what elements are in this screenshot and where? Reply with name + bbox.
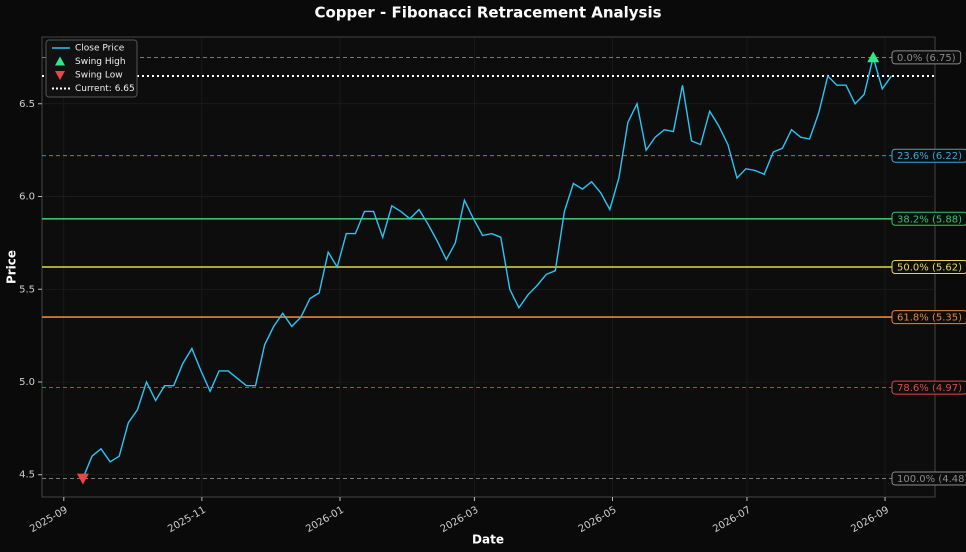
legend: Close Price Swing High Swing Low Current: 6… (45, 39, 138, 98)
swing-low-marker (76, 473, 89, 485)
level-label-box (891, 310, 966, 325)
level-label-box (891, 260, 966, 274)
level-label: 61.8% (5.35) (897, 313, 962, 324)
legend-box (45, 39, 138, 98)
chart-title: Copper - Fibonacci Retracement Analysis (314, 4, 661, 22)
legend-label: Swing High (75, 57, 126, 67)
level-label: 50.0% (5.62) (897, 263, 962, 274)
x-axis-label: Date (472, 533, 504, 547)
level-label: 38.2% (5.88) (897, 214, 962, 225)
y-tick-label: 5.5 (19, 284, 35, 295)
y-tick-label: 6.0 (19, 192, 35, 203)
price-line (82, 54, 892, 479)
level-label: 78.6% (4.97) (897, 383, 962, 394)
level-label-box (891, 148, 966, 163)
y-tick-label: 5.0 (19, 377, 35, 388)
level-label: 23.6% (6.22) (897, 151, 962, 162)
legend-swatch (55, 71, 65, 80)
marks: 0.0% (6.75) 23.6% (6.22) 38.2% (5.88) 50.0%… (42, 50, 966, 486)
swing-high-marker (867, 51, 880, 63)
level-label-box (891, 211, 966, 226)
y-tick-label: 6.5 (19, 99, 35, 110)
legend-label: Close Price (75, 44, 125, 54)
level-label-box (891, 50, 962, 65)
level-label: 100.0% (4.48) (897, 474, 966, 485)
level-label-box (891, 471, 966, 486)
y-tick-label: 4.5 (19, 470, 35, 481)
y-axis-label: Price (5, 250, 19, 284)
legend-swatch (55, 56, 65, 66)
legend-label: Swing Low (75, 71, 123, 81)
level-label-box (891, 380, 966, 395)
legend-label: Current: 6.65 (75, 84, 135, 94)
level-label: 0.0% (6.75) (897, 53, 956, 64)
